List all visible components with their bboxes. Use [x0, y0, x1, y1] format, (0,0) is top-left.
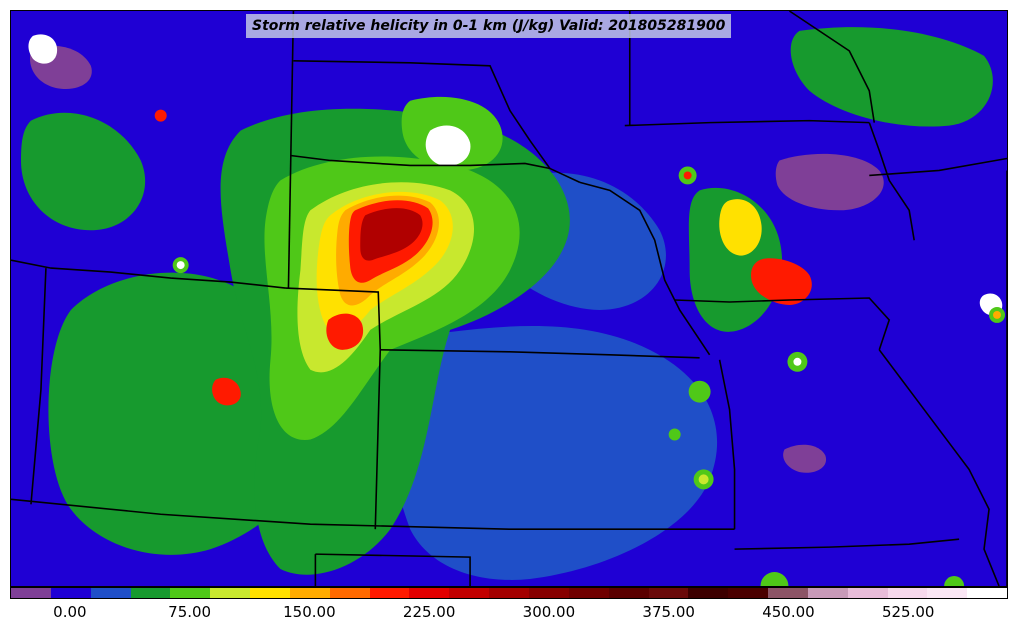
border-sd-nd — [293, 60, 551, 169]
border-mt-wy — [11, 259, 286, 289]
field-white-nw — [28, 34, 58, 64]
colorbar-segment — [887, 588, 928, 598]
colorbar-tick-label: 150.00 — [283, 603, 336, 621]
border-mn-wi — [868, 122, 915, 241]
colorbar-segment — [130, 588, 171, 598]
colorbar-tick-label: 375.00 — [642, 603, 695, 621]
colorbar-segment — [489, 588, 529, 598]
colorbar-tick-label: 225.00 — [402, 603, 456, 621]
border-wy-sd-line — [287, 11, 295, 289]
border-wy-co — [30, 268, 47, 505]
colorbar-segment — [608, 588, 649, 598]
border-ok-panhandle — [315, 553, 471, 586]
colorbar-segment — [50, 588, 91, 598]
colorbar-tick-label: 75.00 — [168, 603, 212, 621]
cell-2 — [688, 380, 711, 403]
border-wi-mi — [788, 11, 876, 123]
cell-9-core — [176, 261, 185, 270]
border-mn-ia — [624, 119, 870, 127]
colorbar-tick-label: 450.00 — [762, 603, 815, 621]
field-red-blob-sw — [212, 377, 241, 406]
colorbar-segment — [728, 588, 769, 598]
cell-7 — [668, 428, 681, 441]
colorbar-segment — [210, 588, 251, 598]
border-ks-ne — [380, 349, 700, 359]
border-ne-ia — [579, 181, 711, 356]
colorbar-segment — [329, 588, 370, 598]
colorbar-segment — [648, 588, 689, 598]
field-low-blue — [387, 325, 718, 580]
field-purple-iowa — [775, 153, 884, 211]
border-ks-ok — [11, 498, 735, 530]
convective-cells — [154, 109, 1006, 586]
colorbar-segment — [11, 588, 51, 598]
state-borders — [11, 11, 1007, 586]
cell-5 — [760, 572, 789, 586]
colorbar-segment — [250, 588, 290, 598]
colorbar-segment — [289, 588, 330, 598]
colorbar-segment — [568, 588, 609, 598]
colorbar-segment — [409, 588, 450, 598]
field-white-dakota — [425, 125, 471, 166]
field-darkred-core — [360, 208, 423, 261]
border-mo-ar — [734, 538, 960, 550]
cell-4-core — [793, 357, 802, 366]
colorbar-tick-label: 525.00 — [881, 603, 935, 621]
border-mo-il — [878, 349, 1000, 586]
cell-6 — [944, 576, 965, 586]
colorbar-segment — [449, 588, 490, 598]
cell-1-core — [683, 171, 692, 180]
colorbar-tick-label: 300.00 — [522, 603, 576, 621]
field-red-blob-south — [326, 313, 364, 350]
field-yellow-cells-iowa — [719, 199, 762, 256]
colorbar-segment — [170, 588, 211, 598]
border-ia-il — [869, 157, 1007, 177]
colorbar-tick-label: 0.00 — [53, 603, 87, 621]
border-ia-mo — [674, 297, 891, 351]
colorbar-segment — [847, 588, 888, 598]
field-green-west — [48, 272, 311, 555]
border-co-ne-ks — [285, 287, 382, 530]
border-ks-mo — [718, 359, 736, 530]
colorbar-segment — [688, 588, 729, 598]
field-green-ne — [790, 27, 993, 127]
cell-8 — [154, 109, 167, 122]
srh-map — [11, 11, 1007, 586]
colorbar-segment — [528, 588, 569, 598]
map-title: Storm relative helicity in 0-1 km (J/kg)… — [246, 14, 732, 38]
colorbar-segment — [369, 588, 410, 598]
colorbar-segment — [807, 588, 848, 598]
colorbar-segment — [927, 588, 968, 598]
field-green-nw — [20, 112, 146, 231]
colorbar-segment — [768, 588, 808, 598]
colorbar-segment — [967, 588, 1008, 598]
cell-10-core — [993, 310, 1002, 319]
field-red-cells-iowa — [750, 258, 812, 305]
cell-3-core — [698, 474, 709, 485]
colorbar — [10, 587, 1008, 599]
colorbar-segment — [90, 588, 131, 598]
field-purple-missouri — [783, 444, 827, 473]
map-panel — [10, 10, 1008, 587]
